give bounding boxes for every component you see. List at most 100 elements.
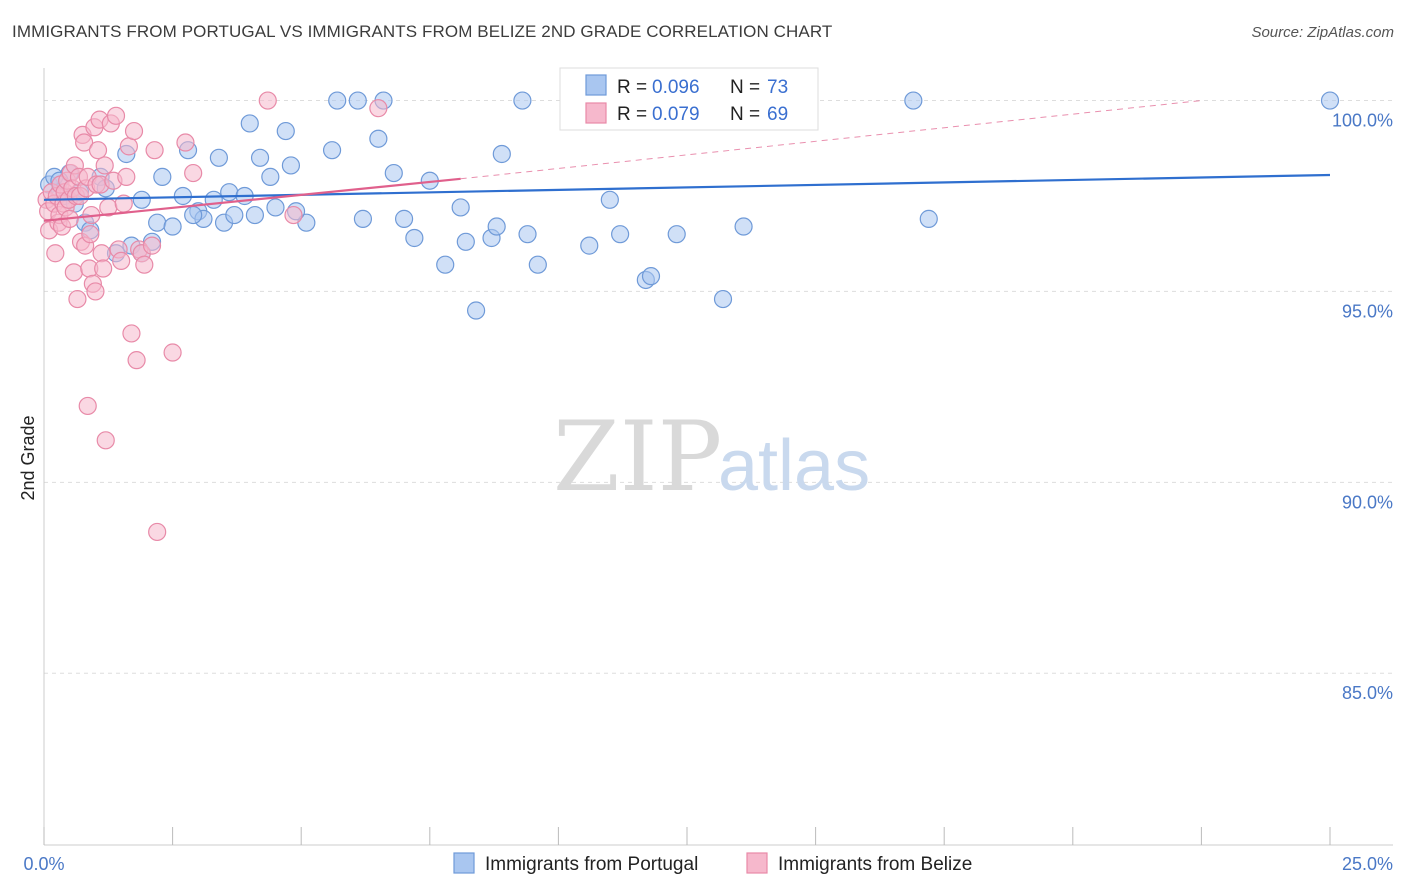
y-tick-label: 95.0% [1342, 301, 1393, 321]
portugal-point [466, 301, 486, 320]
portugal-point [220, 183, 239, 202]
belize-point [127, 351, 146, 370]
belize-point [145, 141, 164, 160]
legend-r-label-portugal: R = [617, 77, 652, 98]
portugal-point [348, 91, 367, 110]
belize-point [176, 133, 195, 152]
portugal-point [245, 205, 265, 225]
portugal-point [600, 190, 619, 209]
portugal-point [132, 190, 151, 209]
portugal-point [641, 267, 661, 286]
belize-point [94, 259, 113, 278]
portugal-point [240, 114, 259, 133]
x-tick-label-min: 0.0% [23, 854, 64, 874]
portugal-point [250, 148, 270, 167]
y-tick-label: 90.0% [1342, 492, 1393, 512]
portugal-point [1320, 91, 1340, 110]
portugal-point [611, 225, 630, 244]
portugal-point [225, 205, 244, 225]
belize-point [135, 255, 154, 274]
belize-point [88, 141, 108, 160]
belize-point [96, 431, 115, 450]
portugal-point [153, 167, 172, 186]
y-tick-label: 85.0% [1342, 683, 1393, 703]
watermark: ZIP atlas [553, 401, 870, 513]
legend-r-value-portugal: 0.096 [652, 77, 700, 98]
portugal-point [919, 209, 938, 228]
belize-point [117, 167, 136, 186]
belize-point [122, 324, 141, 343]
legend-swatch-belize [585, 102, 607, 124]
belize-point [75, 133, 94, 152]
trend-layer [43, 100, 1331, 222]
portugal-point [328, 91, 347, 110]
belize-point [142, 236, 162, 255]
legend-r-label-belize: R = [617, 104, 652, 125]
portugal-point [492, 144, 511, 164]
legend-n-value-portugal: 73 [767, 77, 788, 98]
portugal-point [528, 255, 547, 274]
chart-title: IMMIGRANTS FROM PORTUGAL VS IMMIGRANTS F… [12, 22, 833, 41]
legend-n-value-belize: 69 [767, 104, 788, 125]
bottom-legend: Immigrants from Portugal Immigrants from… [453, 852, 972, 875]
portugal-point [204, 190, 223, 209]
belize-point [369, 99, 388, 118]
portugal-trend-line [43, 173, 1331, 201]
belize-point [163, 343, 182, 362]
y-axis-label: 2nd Grade [18, 415, 38, 500]
y-tick-label: 100.0% [1332, 111, 1393, 131]
belize-point [184, 163, 203, 183]
portugal-point [580, 236, 599, 255]
portugal-point [904, 91, 923, 110]
portugal-point [456, 232, 475, 251]
portugal-point [276, 121, 295, 141]
legend-r-value-belize: 0.079 [652, 104, 700, 125]
belize-point [258, 91, 277, 110]
portugal-point [713, 289, 733, 309]
portugal-point [281, 156, 301, 175]
watermark-zip: ZIP [553, 401, 722, 513]
portugal-point [436, 255, 455, 274]
belize-point [78, 396, 97, 416]
belize-point [112, 251, 131, 270]
bottom-legend-swatch-portugal [453, 852, 475, 874]
belize-point [46, 244, 65, 263]
bottom-legend-label-belize: Immigrants from Belize [778, 854, 972, 875]
bottom-legend-swatch-belize [746, 852, 768, 874]
points-layer [37, 91, 1340, 542]
portugal-point [384, 163, 403, 183]
portugal-point [209, 148, 228, 167]
belize-point [148, 522, 167, 542]
portugal-point [487, 217, 506, 236]
belize-point [92, 244, 111, 263]
legend-n-label-portugal: N = [730, 77, 765, 98]
portugal-point [353, 209, 373, 228]
belize-point [81, 225, 100, 244]
portugal-point [163, 217, 182, 236]
portugal-point [322, 141, 342, 160]
portugal-point [451, 198, 470, 217]
belize-point [284, 205, 303, 225]
portugal-point [261, 167, 280, 186]
bottom-legend-label-portugal: Immigrants from Portugal [485, 854, 698, 875]
belize-point [124, 121, 144, 141]
legend-n-label-belize: N = [730, 104, 765, 125]
portugal-point [148, 213, 167, 232]
belize-point [95, 156, 114, 175]
belize-trend-extension [460, 100, 1202, 180]
legend-swatch-portugal [585, 74, 607, 96]
belize-point [64, 263, 83, 282]
portugal-point [266, 198, 285, 217]
portugal-point [734, 217, 753, 236]
belize-point [119, 137, 138, 156]
portugal-point [184, 205, 203, 225]
x-tick-label-max: 25.0% [1342, 854, 1393, 874]
portugal-point [513, 91, 532, 110]
belize-trend-line [43, 177, 461, 222]
portugal-point [369, 129, 388, 148]
legend-box: R = 0.096 N = 73 R = 0.079 N = 69 [559, 67, 819, 131]
watermark-atlas: atlas [718, 426, 870, 506]
portugal-point [667, 225, 686, 244]
belize-point [106, 106, 126, 125]
